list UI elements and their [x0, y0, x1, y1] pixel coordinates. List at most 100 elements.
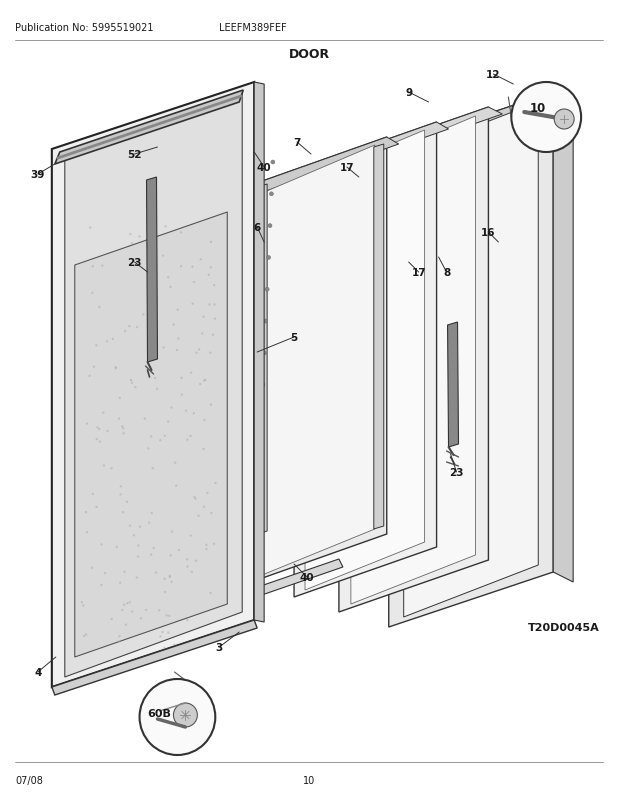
Circle shape	[169, 286, 172, 289]
Circle shape	[203, 419, 205, 422]
Circle shape	[147, 448, 149, 450]
Circle shape	[178, 549, 180, 552]
Circle shape	[164, 226, 167, 229]
Circle shape	[210, 241, 212, 244]
Circle shape	[155, 344, 157, 346]
Circle shape	[265, 288, 269, 292]
Circle shape	[164, 435, 166, 438]
Circle shape	[261, 383, 265, 387]
Circle shape	[133, 534, 135, 537]
Text: 07/08: 07/08	[15, 775, 43, 785]
Polygon shape	[254, 83, 264, 622]
Circle shape	[172, 324, 175, 326]
Circle shape	[203, 506, 205, 508]
Text: 10: 10	[530, 101, 546, 115]
Circle shape	[255, 510, 259, 514]
Circle shape	[190, 535, 192, 537]
Polygon shape	[215, 143, 252, 159]
Circle shape	[195, 560, 197, 562]
Circle shape	[205, 544, 208, 546]
Circle shape	[140, 679, 215, 755]
Polygon shape	[374, 145, 384, 529]
Circle shape	[99, 441, 101, 444]
Text: FRIGIDAIRE: FRIGIDAIRE	[108, 210, 147, 216]
Circle shape	[103, 464, 105, 467]
Circle shape	[115, 546, 118, 549]
Text: 40: 40	[299, 573, 314, 582]
Circle shape	[86, 531, 88, 533]
Circle shape	[268, 225, 272, 229]
Text: 9: 9	[405, 88, 412, 98]
Text: 6: 6	[254, 223, 261, 233]
Text: 39: 39	[30, 170, 45, 180]
Circle shape	[123, 604, 125, 606]
Circle shape	[210, 592, 211, 594]
Circle shape	[180, 377, 183, 379]
Circle shape	[128, 326, 131, 328]
Text: 23: 23	[127, 257, 142, 268]
Circle shape	[81, 602, 83, 604]
Circle shape	[209, 352, 211, 354]
Polygon shape	[215, 559, 343, 610]
Circle shape	[102, 412, 105, 415]
Polygon shape	[215, 143, 249, 602]
Text: 17: 17	[340, 163, 354, 172]
Text: 16: 16	[481, 228, 495, 237]
Circle shape	[170, 581, 173, 583]
Circle shape	[174, 462, 177, 464]
Circle shape	[167, 631, 169, 634]
Circle shape	[118, 418, 120, 420]
Circle shape	[169, 575, 171, 577]
Circle shape	[173, 644, 175, 646]
Polygon shape	[339, 107, 489, 612]
Circle shape	[175, 485, 177, 488]
Circle shape	[131, 610, 133, 613]
Circle shape	[192, 303, 194, 306]
Circle shape	[158, 610, 161, 612]
Circle shape	[130, 233, 131, 236]
Circle shape	[153, 547, 155, 549]
Circle shape	[163, 577, 166, 580]
Circle shape	[210, 404, 212, 407]
Circle shape	[210, 267, 212, 269]
Text: T20D0045A: T20D0045A	[528, 622, 600, 632]
Circle shape	[168, 615, 170, 618]
Polygon shape	[448, 322, 459, 448]
Circle shape	[106, 341, 108, 343]
Circle shape	[176, 350, 178, 352]
Circle shape	[167, 421, 169, 423]
Circle shape	[142, 314, 144, 316]
Circle shape	[202, 448, 205, 451]
Circle shape	[202, 316, 205, 318]
Circle shape	[206, 492, 208, 494]
Circle shape	[213, 304, 216, 306]
Circle shape	[148, 522, 150, 525]
Circle shape	[155, 572, 157, 574]
Circle shape	[177, 310, 179, 312]
Polygon shape	[251, 138, 387, 582]
Circle shape	[140, 618, 142, 620]
Circle shape	[92, 265, 94, 268]
Circle shape	[186, 619, 188, 622]
Circle shape	[190, 372, 192, 375]
Circle shape	[186, 439, 188, 441]
Circle shape	[85, 634, 87, 636]
Text: 8: 8	[443, 268, 450, 277]
Text: Publication No: 5995519021: Publication No: 5995519021	[15, 23, 154, 33]
Circle shape	[118, 635, 121, 638]
Polygon shape	[52, 620, 257, 695]
Circle shape	[83, 635, 85, 638]
Circle shape	[101, 265, 104, 268]
Circle shape	[267, 256, 270, 260]
Circle shape	[110, 618, 113, 620]
Polygon shape	[254, 184, 267, 535]
Text: 12: 12	[486, 70, 501, 80]
Circle shape	[151, 512, 153, 515]
Circle shape	[100, 584, 103, 586]
Circle shape	[126, 501, 128, 504]
Circle shape	[131, 383, 133, 385]
Circle shape	[134, 387, 136, 389]
Circle shape	[126, 602, 128, 605]
Circle shape	[115, 367, 117, 370]
Polygon shape	[294, 123, 448, 180]
